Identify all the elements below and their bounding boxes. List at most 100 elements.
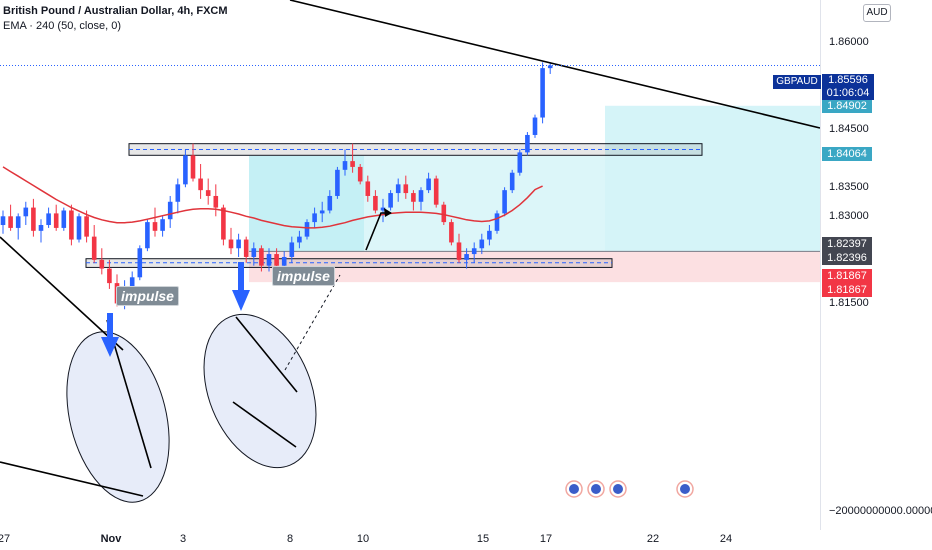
candle-body	[145, 222, 150, 249]
pattern-ellipse-1	[66, 331, 170, 503]
price-tick: 1.83000	[829, 210, 869, 223]
candle-body	[99, 259, 105, 269]
candle	[494, 210, 500, 234]
candle-body	[471, 248, 477, 255]
candle-body	[540, 68, 545, 118]
candle	[167, 195, 173, 228]
time-tick: 8	[286, 533, 294, 545]
candle-body	[525, 134, 530, 153]
candle	[145, 219, 150, 252]
event-flag-core	[680, 484, 690, 494]
candle-body	[395, 184, 401, 194]
candle-body	[441, 204, 447, 223]
price-tick: 1.83500	[829, 181, 869, 194]
candle-body	[319, 210, 325, 214]
candle-body	[198, 178, 203, 191]
wedge-upper-line	[0, 236, 124, 351]
candle-body	[281, 256, 287, 266]
candle-body	[297, 236, 302, 243]
candle-body	[426, 178, 431, 191]
candle-body	[350, 161, 355, 167]
candle	[183, 149, 188, 188]
candle	[15, 213, 21, 240]
candle-body	[152, 222, 158, 231]
candle-body	[243, 239, 249, 257]
price-tick: 1.81500	[829, 297, 869, 310]
event-flag-1	[565, 480, 583, 498]
currency-button[interactable]: AUD	[863, 4, 891, 22]
candle-body	[84, 216, 89, 237]
event-flag-3	[609, 480, 627, 498]
candle	[137, 245, 143, 281]
candle	[289, 236, 295, 263]
impulse-label-2[interactable]: impulse	[272, 266, 335, 286]
candle	[418, 187, 424, 211]
impulse-label-1[interactable]: impulse	[116, 286, 179, 306]
candle-body	[23, 207, 29, 217]
candle-body	[464, 254, 469, 260]
time-tick: 27	[0, 533, 11, 545]
candle	[38, 219, 44, 243]
event-flag-4	[676, 480, 694, 498]
candle-body	[335, 169, 340, 196]
candle	[327, 190, 333, 214]
candle-body	[266, 254, 272, 266]
candle	[228, 227, 234, 255]
candle	[304, 219, 310, 240]
candle	[319, 201, 325, 223]
candle-body	[289, 242, 295, 257]
candle-body	[53, 213, 59, 228]
candle-body	[418, 190, 424, 202]
candle	[547, 62, 553, 74]
price-level-badge: 1.81867	[822, 283, 872, 298]
candle	[84, 210, 89, 243]
candle	[23, 201, 29, 226]
candle	[479, 233, 485, 255]
time-tick: 10	[356, 533, 370, 545]
candle	[198, 164, 203, 199]
candle	[532, 114, 538, 138]
event-flag-core	[613, 484, 623, 494]
candle-body	[479, 239, 485, 249]
candle	[411, 190, 416, 211]
candle	[395, 178, 401, 202]
candle-body	[259, 248, 264, 266]
last-price: 1.85596	[828, 74, 868, 86]
symbol-title[interactable]: British Pound / Australian Dollar, 4h, F…	[3, 5, 228, 17]
candle	[456, 233, 462, 263]
candle	[243, 236, 249, 263]
candle	[380, 198, 386, 223]
candle	[251, 242, 257, 266]
last-price-badge: 1.85596 01:06:04	[822, 74, 874, 100]
candle-body	[15, 216, 21, 228]
candle	[213, 184, 219, 217]
candle	[99, 248, 105, 275]
candle	[487, 225, 492, 246]
time-tick: 17	[539, 533, 553, 545]
time-tick: 3	[179, 533, 187, 545]
candle	[509, 169, 515, 194]
indicator-label[interactable]: EMA · 240 (50, close, 0)	[3, 20, 121, 32]
candle	[236, 233, 241, 257]
candle	[205, 178, 211, 205]
candle-body	[76, 216, 82, 240]
bar-countdown: 01:06:04	[826, 87, 870, 99]
candle-body	[228, 239, 234, 249]
price-level-badge: 1.84902	[822, 98, 872, 113]
candle-body	[91, 236, 97, 260]
down-arrow-2	[232, 262, 250, 311]
candle-body	[0, 216, 6, 226]
candle-body	[160, 219, 165, 231]
candle	[342, 149, 348, 176]
candle	[76, 213, 82, 243]
candle-body	[38, 225, 44, 231]
candle-body	[403, 184, 409, 194]
candle-body	[433, 178, 439, 205]
candle	[8, 204, 13, 231]
candle-body	[547, 65, 553, 69]
ema-line	[2, 166, 543, 229]
candle-body	[312, 213, 317, 223]
time-tick: 22	[646, 533, 660, 545]
